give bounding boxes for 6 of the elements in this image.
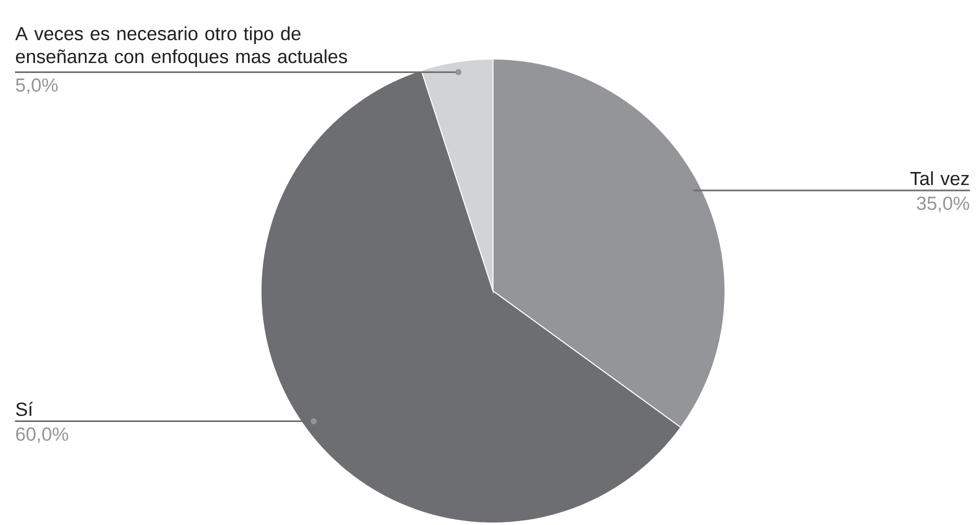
slice-label: A veces es necesario otro tipo de enseñanza con enfoques mas actuales bbox=[15, 26, 347, 67]
slice-label: Tal vez bbox=[910, 171, 969, 186]
data-label: 60,0% bbox=[16, 427, 68, 444]
slice-label: Sí bbox=[16, 402, 33, 416]
data-label: 5,0% bbox=[16, 78, 58, 94]
data-label: 35,0% bbox=[916, 196, 970, 212]
